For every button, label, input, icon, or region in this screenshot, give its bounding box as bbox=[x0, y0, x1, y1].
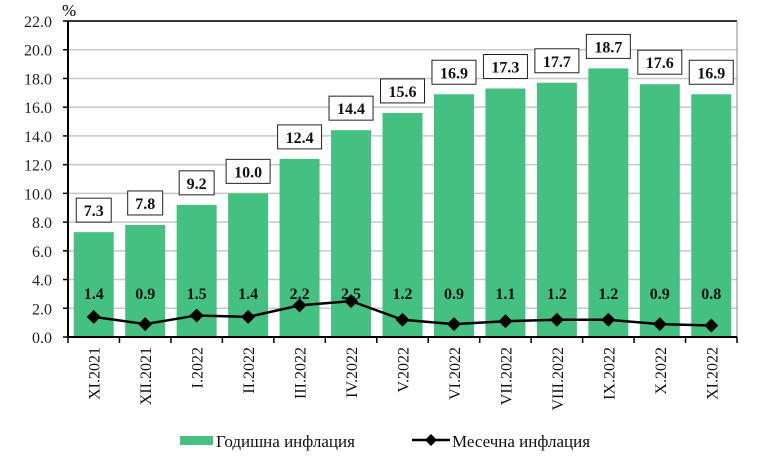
y-tick-label: 4.0 bbox=[32, 273, 52, 290]
bar-value-box bbox=[127, 190, 164, 216]
y-tick-label: 22.0 bbox=[24, 14, 52, 31]
x-axis-ticks: XI.2021 XII.2021 I.2022 II.2022 III.2022 IV.2… bbox=[87, 347, 722, 411]
diamond-marker-icon bbox=[241, 309, 256, 324]
diamond-marker-icon bbox=[138, 317, 153, 332]
legend: Годишна инфлация Месечна инфлация bbox=[180, 432, 590, 451]
x-tick-label: XI.2022 bbox=[704, 347, 721, 400]
monthly-value-label: 0.9 bbox=[135, 286, 155, 303]
bar-value-label: 14.4 bbox=[337, 101, 365, 118]
diamond-marker-icon bbox=[601, 312, 616, 327]
x-tick-label: VI.2022 bbox=[447, 347, 464, 400]
x-tick-label: VII.2022 bbox=[498, 347, 515, 405]
y-tick-label: 16.0 bbox=[24, 100, 52, 117]
diamond-marker-icon bbox=[86, 309, 101, 324]
monthly-value-label: 1.1 bbox=[495, 286, 515, 303]
y-axis-unit: % bbox=[62, 1, 76, 20]
monthly-value-label: 1.4 bbox=[238, 286, 258, 303]
diamond-marker-icon bbox=[498, 314, 513, 329]
bar-value-box bbox=[178, 170, 215, 196]
bar-value-box bbox=[277, 124, 323, 150]
bar-value-box bbox=[328, 95, 374, 121]
monthly-value-label: 1.2 bbox=[547, 286, 567, 303]
bar-value-label: 9.2 bbox=[187, 176, 207, 193]
y-tick-label: 18.0 bbox=[24, 71, 52, 88]
bar-value-label: 7.8 bbox=[135, 196, 155, 213]
bar-annual bbox=[433, 94, 474, 337]
bar-value-label: 17.6 bbox=[646, 55, 674, 72]
bar-value-box bbox=[75, 197, 112, 223]
x-tick-label: I.2022 bbox=[190, 347, 207, 388]
bar-value-label: 16.9 bbox=[697, 65, 725, 82]
x-tick-label: IX.2022 bbox=[601, 347, 618, 400]
bar-value-box bbox=[225, 158, 271, 184]
bar-value-box bbox=[534, 48, 580, 74]
x-tick-label: III.2022 bbox=[293, 347, 310, 399]
bar-value-box bbox=[688, 59, 734, 85]
bar-annual bbox=[382, 112, 423, 337]
x-tick-label: II.2022 bbox=[241, 347, 258, 394]
legend-label-monthly: Месечна инфлация bbox=[452, 432, 590, 451]
x-tick-label: X.2022 bbox=[653, 347, 670, 395]
diamond-marker-icon bbox=[189, 308, 204, 323]
monthly-value-label: 1.2 bbox=[393, 286, 413, 303]
legend-label-annual: Годишна инфлация bbox=[216, 432, 355, 451]
bar-annual bbox=[691, 94, 732, 337]
y-tick-label: 14.0 bbox=[24, 129, 52, 146]
monthly-value-label: 1.2 bbox=[598, 286, 618, 303]
diamond-marker-icon bbox=[652, 317, 667, 332]
diamond-marker-icon bbox=[549, 312, 564, 327]
monthly-value-label: 0.9 bbox=[444, 286, 464, 303]
monthly-value-label: 0.9 bbox=[650, 286, 670, 303]
y-tick-label: 20.0 bbox=[24, 43, 52, 60]
bar-annual bbox=[485, 88, 526, 337]
bar-value-box bbox=[482, 54, 528, 80]
annual-inflation-bars: 7.3 7.8 9.2 10.0 12.4 14.4 15.6 16.9 17.3 17.7 18.… bbox=[73, 33, 734, 338]
axes bbox=[63, 20, 738, 343]
x-tick-label: IV.2022 bbox=[344, 347, 361, 398]
diamond-marker-icon bbox=[395, 312, 410, 327]
bar-value-box bbox=[637, 49, 683, 75]
diamond-marker-icon bbox=[704, 318, 719, 333]
bar-value-label: 17.3 bbox=[491, 60, 519, 77]
legend-swatch-bar bbox=[180, 436, 213, 445]
y-tick-label: 12.0 bbox=[24, 158, 52, 175]
bar-value-label: 12.4 bbox=[286, 130, 314, 147]
bar-value-box bbox=[380, 78, 425, 104]
x-tick-label: VIII.2022 bbox=[550, 347, 567, 411]
diamond-marker-icon bbox=[344, 294, 359, 309]
y-axis-ticks: 0.0 2.0 4.0 6.0 8.0 10.0 12.0 14.0 16.0 18.0 20.0 2… bbox=[24, 14, 52, 347]
diamond-marker-icon bbox=[292, 298, 307, 313]
bar-annual bbox=[639, 84, 680, 337]
bar-annual bbox=[588, 68, 629, 338]
bar-value-label: 17.7 bbox=[543, 54, 571, 71]
x-tick-label: XI.2021 bbox=[87, 347, 104, 400]
bar-value-label: 18.7 bbox=[594, 39, 622, 56]
y-tick-label: 8.0 bbox=[32, 215, 52, 232]
y-tick-label: 10.0 bbox=[24, 186, 52, 203]
bar-value-label: 15.6 bbox=[389, 84, 417, 101]
x-tick-label: V.2022 bbox=[396, 347, 413, 393]
bar-value-box bbox=[585, 33, 631, 59]
monthly-value-label: 2.2 bbox=[290, 286, 310, 303]
monthly-inflation-line: 1.40.91.51.42.22.51.20.91.11.21.20.90.8 bbox=[84, 286, 721, 333]
bar-value-label: 10.0 bbox=[234, 164, 262, 181]
bar-annual bbox=[536, 82, 577, 337]
y-tick-label: 6.0 bbox=[32, 244, 52, 261]
bar-value-label: 7.3 bbox=[84, 203, 104, 220]
y-tick-label: 2.0 bbox=[32, 301, 52, 318]
x-tick-label: XII.2021 bbox=[138, 347, 155, 405]
bar-value-label: 16.9 bbox=[440, 65, 468, 82]
legend-item-annual: Годишна инфлация bbox=[180, 432, 355, 451]
legend-item-monthly: Месечна инфлация bbox=[412, 432, 590, 451]
diamond-marker-icon bbox=[425, 434, 437, 446]
monthly-value-label: 0.8 bbox=[701, 286, 721, 303]
y-tick-label: 0.0 bbox=[32, 330, 52, 347]
monthly-value-label: 1.4 bbox=[84, 286, 104, 303]
bar-value-box bbox=[431, 59, 477, 85]
diamond-marker-icon bbox=[446, 317, 461, 332]
monthly-value-label: 1.5 bbox=[187, 286, 207, 303]
